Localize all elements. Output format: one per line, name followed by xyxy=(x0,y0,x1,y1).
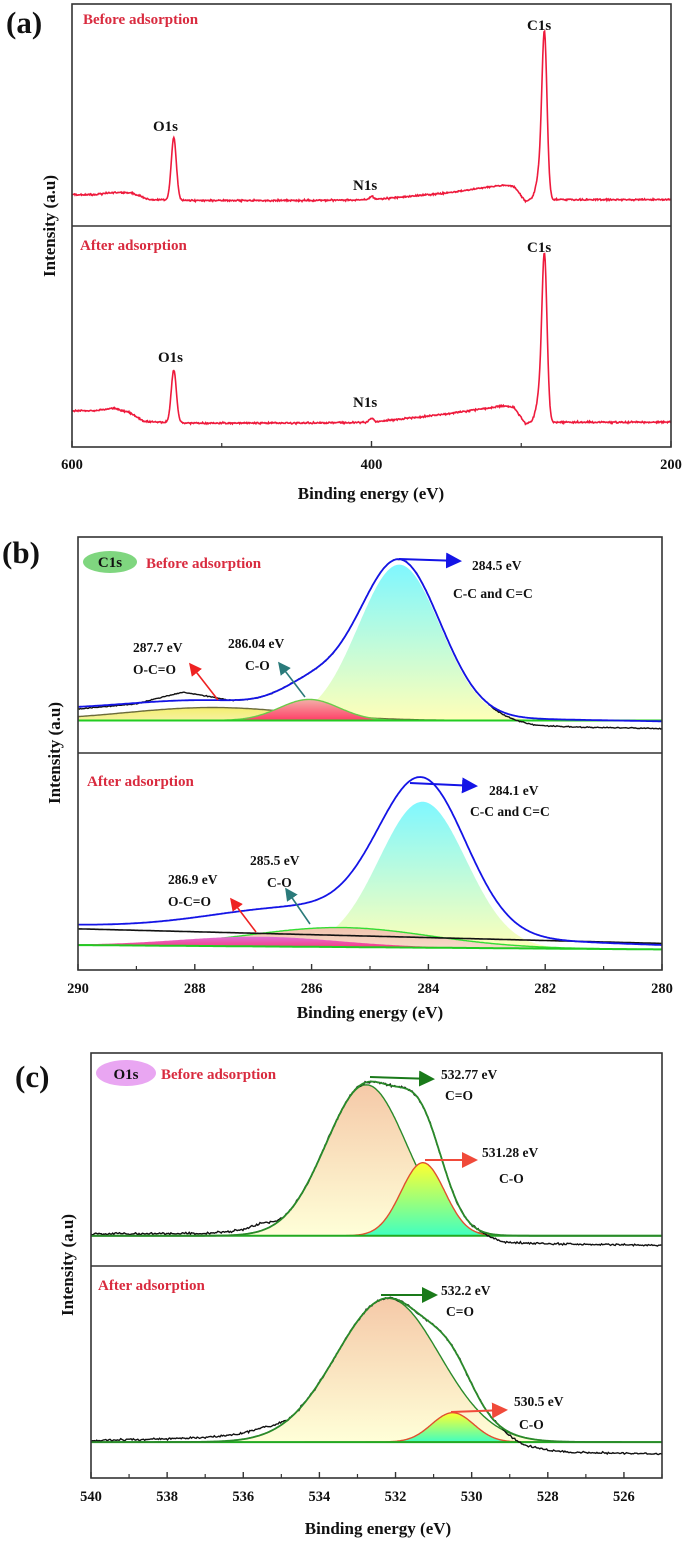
annotation-bond: C=O xyxy=(445,1088,473,1103)
x-tick-label: 200 xyxy=(660,457,682,473)
fit-envelope-line xyxy=(78,776,662,946)
survey-spectrum-line xyxy=(72,29,671,204)
peak-label-o1s: O1s xyxy=(158,350,183,366)
x-tick-label: 400 xyxy=(361,457,383,473)
x-tick-label: 534 xyxy=(309,1489,331,1505)
annotation-energy: 284.5 eV xyxy=(472,558,522,573)
panel-label-c: (c) xyxy=(15,1059,49,1094)
subplot-title: After adsorption xyxy=(80,238,187,254)
baseline-line xyxy=(78,944,662,951)
subplot-a-1 xyxy=(72,29,671,204)
annotation-bond: C=O xyxy=(446,1304,474,1319)
subplot-a-2 xyxy=(72,252,671,426)
annotation-arrow xyxy=(285,887,311,925)
plot-layer: 600 400 200 290 288 286 284 282 280 540 538 536 534 5… xyxy=(61,3,682,1505)
annotation-arrow xyxy=(450,1402,508,1419)
subplot-c-2 xyxy=(91,1296,662,1456)
peak-label-n1s: N1s xyxy=(353,178,377,194)
o1s-badge xyxy=(96,1060,156,1086)
subplot-b-2 xyxy=(78,776,662,951)
x-tick-label: 288 xyxy=(184,981,206,997)
x-tick-label: 600 xyxy=(61,457,83,473)
x-axis-title: Binding energy (eV) xyxy=(298,484,444,503)
x-tick-label: 526 xyxy=(613,1489,635,1505)
annotation-energy: 532.77 eV xyxy=(441,1067,497,1082)
subplot-c-1 xyxy=(91,1080,662,1247)
x-tick-label: 280 xyxy=(651,981,673,997)
x-tick-label: 532 xyxy=(385,1489,407,1505)
annotation-bond: C-O xyxy=(267,875,292,890)
annotation-energy: 284.1 eV xyxy=(489,783,539,798)
x-axis-title: Binding energy (eV) xyxy=(305,1519,451,1538)
component-peak-c-c-and-c-c xyxy=(116,801,662,950)
subplot-title: Before adsorption xyxy=(146,556,262,572)
component-peak-o-c-o xyxy=(78,936,662,950)
annotation-bond: C-C and C=C xyxy=(470,804,550,819)
x-tick-label: 538 xyxy=(156,1489,178,1505)
fit-envelope-line xyxy=(91,1297,662,1443)
c1s-badge-label: C1s xyxy=(98,555,122,571)
annotation-energy: 287.7 eV xyxy=(133,640,183,655)
subplot-title: Before adsorption xyxy=(161,1067,277,1083)
annotation-energy: 286.04 eV xyxy=(228,636,284,651)
component-peak-c-o xyxy=(91,1084,652,1237)
annotation-bond: O-C=O xyxy=(133,662,176,677)
subplot-title: After adsorption xyxy=(87,774,194,790)
subplot-title: After adsorption xyxy=(98,1278,205,1294)
survey-spectrum-line xyxy=(72,252,671,426)
annotation-energy: 532.2 eV xyxy=(441,1283,491,1298)
component-peak-c-c-and-c-c xyxy=(110,564,662,721)
peak-label-c1s: C1s xyxy=(527,240,551,256)
annotation-bond: O-C=O xyxy=(168,894,211,909)
annotation-arrow xyxy=(398,552,462,569)
subplot-title: Before adsorption xyxy=(83,12,199,28)
annotation-arrow xyxy=(409,777,478,794)
annotation-bond: C-C and C=C xyxy=(453,586,533,601)
peak-label-o1s: O1s xyxy=(153,119,178,135)
peak-label-c1s: C1s xyxy=(527,18,551,34)
annotation-bond: C-O xyxy=(519,1417,544,1432)
fit-envelope-line xyxy=(91,1080,662,1237)
y-axis-title: Intensity (a.u) xyxy=(58,1214,77,1316)
x-tick-label: 284 xyxy=(418,981,440,997)
panel-label-b: (b) xyxy=(2,535,40,570)
annotation-energy: 530.5 eV xyxy=(514,1394,564,1409)
x-tick-label: 286 xyxy=(301,981,323,997)
subplot-b-1 xyxy=(78,558,662,730)
fit-envelope-line xyxy=(78,558,662,723)
panel-label-a: (a) xyxy=(6,5,42,40)
annotation-energy: 531.28 eV xyxy=(482,1145,538,1160)
x-tick-label: 528 xyxy=(537,1489,559,1505)
annotation-arrow xyxy=(189,662,219,701)
annotation-arrow xyxy=(369,1070,435,1087)
component-peak-c-o xyxy=(91,1297,662,1443)
x-tick-label: 540 xyxy=(80,1489,102,1505)
x-tick-label: 290 xyxy=(67,981,89,997)
y-axis-title: Intensity (a.u) xyxy=(45,702,64,804)
annotation-bond: C-O xyxy=(499,1171,524,1186)
x-tick-label: 282 xyxy=(534,981,556,997)
peak-label-n1s: N1s xyxy=(353,395,377,411)
annotation-energy: 286.9 eV xyxy=(168,872,218,887)
annotation-arrow xyxy=(278,661,306,698)
annotation-energy: 285.5 eV xyxy=(250,853,300,868)
x-tick-label: 530 xyxy=(461,1489,483,1505)
x-axis-title: Binding energy (eV) xyxy=(297,1003,443,1022)
x-tick-label: 536 xyxy=(232,1489,254,1505)
annotation-bond: C-O xyxy=(245,658,270,673)
c1s-badge xyxy=(83,551,137,573)
y-axis-title: Intensity (a.u) xyxy=(40,175,59,277)
annotation-arrow xyxy=(230,897,257,933)
o1s-badge-label: O1s xyxy=(113,1067,138,1083)
